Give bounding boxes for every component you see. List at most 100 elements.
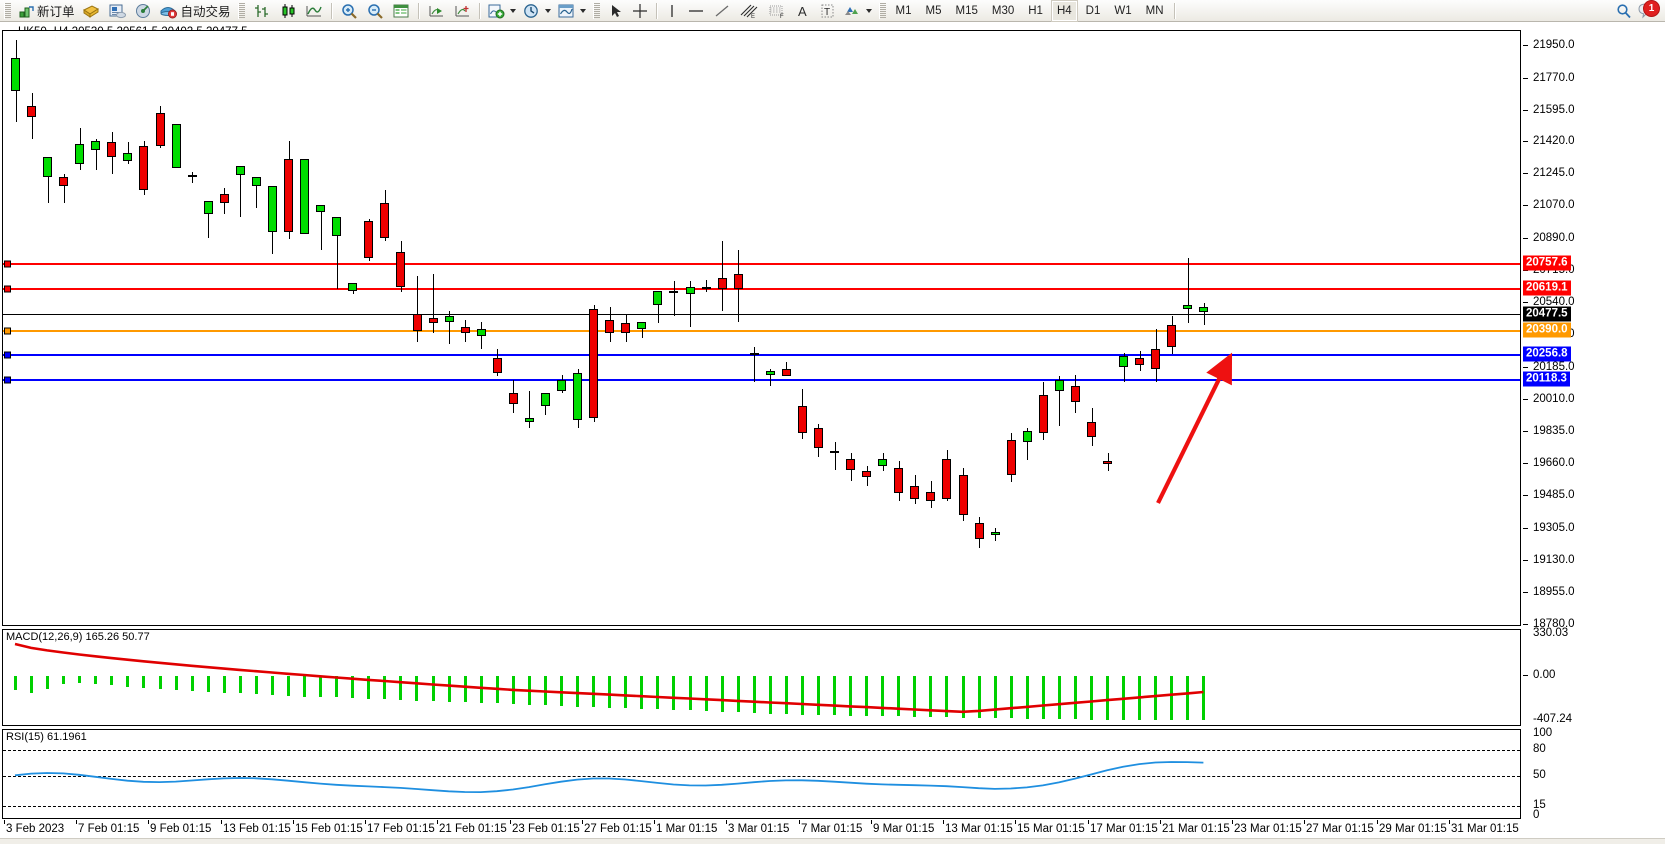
toolbar-grip-2[interactable] bbox=[237, 2, 245, 19]
templates-button[interactable] bbox=[554, 1, 589, 21]
timeframe-h1[interactable]: H1 bbox=[1028, 4, 1043, 17]
candle-body bbox=[171, 124, 181, 169]
macd-histogram-bar bbox=[721, 676, 724, 712]
zoom-in-button[interactable] bbox=[336, 1, 362, 21]
chart-shift-button[interactable] bbox=[449, 1, 475, 21]
price-pane[interactable] bbox=[2, 30, 1521, 626]
candle-body bbox=[926, 491, 936, 501]
macd-histogram-bar bbox=[1186, 676, 1189, 720]
signals-button[interactable] bbox=[130, 1, 156, 21]
news-button[interactable] bbox=[104, 1, 130, 21]
price-scale[interactable]: 21950.0 21770.0 21595.0 21420.0 21245.0 21070… bbox=[1521, 30, 1663, 821]
search-button[interactable] bbox=[1611, 1, 1637, 21]
timeframe-m1[interactable]: M1 bbox=[895, 4, 912, 17]
candle-body bbox=[814, 427, 823, 448]
toolbar-grip-4[interactable] bbox=[878, 2, 886, 19]
rsi-guide-15 bbox=[3, 806, 1520, 807]
toolbar-grip[interactable] bbox=[4, 2, 11, 19]
timeframe-w1[interactable]: W1 bbox=[1114, 4, 1132, 17]
bullish-arrow-annotation bbox=[1156, 352, 1233, 504]
macd-axis-min: -407.24 bbox=[1533, 713, 1573, 725]
candle-wick bbox=[770, 369, 771, 386]
crosshair-button[interactable] bbox=[628, 1, 652, 21]
level-line-support-lower[interactable] bbox=[3, 379, 1520, 382]
equidistant-channel-button[interactable]: E bbox=[735, 1, 763, 21]
indicator-dropdown-caret[interactable] bbox=[509, 8, 516, 13]
time-tick bbox=[221, 820, 222, 824]
horizontal-line-icon bbox=[688, 9, 703, 12]
candle-body bbox=[1199, 306, 1209, 313]
fibonacci-button[interactable]: F bbox=[763, 1, 791, 21]
macd-histogram-bar bbox=[432, 676, 435, 702]
price-tick-label: 20010.0 bbox=[1533, 393, 1575, 406]
text-button[interactable]: A bbox=[791, 1, 815, 21]
macd-histogram-bar bbox=[415, 676, 418, 701]
candle-body bbox=[942, 458, 952, 499]
data-window-button[interactable] bbox=[388, 1, 414, 21]
news-icon bbox=[109, 4, 126, 18]
macd-histogram-bar bbox=[383, 676, 386, 700]
wallet-button[interactable] bbox=[78, 1, 104, 21]
macd-histogram-bar bbox=[560, 676, 563, 706]
timeframe-m5[interactable]: M5 bbox=[925, 4, 942, 17]
chart-window[interactable]: HK50-,H4 20530.5 20561.5 20402.5 20477.5… bbox=[0, 22, 1665, 843]
new-order-button[interactable]: 新订单 bbox=[15, 1, 78, 21]
timeframe-m30[interactable]: M30 bbox=[991, 4, 1015, 17]
macd-histogram-bar bbox=[1026, 676, 1029, 719]
auto-scroll-button[interactable] bbox=[423, 1, 449, 21]
timeframe-d1[interactable]: D1 bbox=[1085, 4, 1101, 17]
time-scale[interactable]: 3 Feb 2023 7 Feb 01:15 9 Feb 01:15 13 Feb 0… bbox=[2, 820, 1521, 842]
add-indicator-button[interactable] bbox=[484, 1, 519, 21]
level-line-support-upper[interactable] bbox=[3, 354, 1520, 357]
candle-body bbox=[1054, 380, 1064, 392]
svg-text:T: T bbox=[824, 7, 830, 18]
price-tick bbox=[1523, 270, 1528, 272]
templates-dropdown-caret[interactable] bbox=[579, 8, 586, 13]
zoom-out-button[interactable] bbox=[362, 1, 388, 21]
time-tick-label: 7 Feb 01:15 bbox=[78, 823, 140, 835]
timeframe-mn[interactable]: MN bbox=[1145, 4, 1164, 17]
level-line-resistance-lower[interactable] bbox=[3, 287, 1520, 290]
vertical-line-button[interactable] bbox=[661, 1, 683, 21]
macd-histogram-bar bbox=[1058, 676, 1061, 720]
time-tick-label: 3 Mar 01:15 bbox=[728, 823, 790, 835]
candle-body bbox=[284, 158, 294, 233]
macd-histogram-bar bbox=[817, 676, 820, 716]
line-chart-button[interactable] bbox=[301, 1, 327, 21]
time-tick-label: 27 Mar 01:15 bbox=[1306, 823, 1374, 835]
price-tag-20477.5[interactable]: 20477.5 bbox=[1523, 306, 1571, 322]
text-label-button[interactable]: T bbox=[815, 1, 840, 21]
autotrading-button[interactable]: 自动交易 bbox=[156, 1, 234, 21]
price-tick bbox=[1523, 109, 1528, 111]
level-line-last-price[interactable] bbox=[3, 313, 1520, 315]
price-tag-20118.3[interactable]: 20118.3 bbox=[1523, 371, 1570, 387]
macd-pane[interactable]: MACD(12,26,9) 165.26 50.77 bbox=[2, 629, 1521, 726]
price-tick-label: 20185.0 bbox=[1533, 361, 1575, 374]
shapes-button[interactable] bbox=[840, 1, 875, 21]
rsi-pane[interactable]: RSI(15) 61.1961 bbox=[2, 729, 1521, 819]
price-tag-20390.0[interactable]: 20390.0 bbox=[1523, 322, 1571, 338]
toolbar-grip-3[interactable] bbox=[592, 2, 600, 19]
notifications-button[interactable]: 1 bbox=[1637, 0, 1660, 20]
level-line-mid-level[interactable] bbox=[3, 329, 1520, 332]
trendline-button[interactable] bbox=[709, 1, 735, 21]
level-line-resistance-upper[interactable] bbox=[3, 262, 1520, 265]
level-handle-support-upper[interactable] bbox=[4, 351, 11, 359]
timeframe-h4[interactable]: H4 bbox=[1050, 0, 1078, 22]
price-tag-20619.1[interactable]: 20619.1 bbox=[1523, 280, 1571, 296]
level-handle-resistance-lower[interactable] bbox=[4, 285, 11, 293]
shapes-dropdown-caret[interactable] bbox=[865, 8, 872, 13]
price-tag-20256.8[interactable]: 20256.8 bbox=[1523, 346, 1571, 362]
price-tag-20757.6[interactable]: 20757.6 bbox=[1523, 255, 1571, 271]
period-button[interactable] bbox=[519, 1, 554, 21]
candlestick-chart-button[interactable] bbox=[275, 1, 301, 21]
timeframe-m15[interactable]: M15 bbox=[955, 4, 978, 17]
cursor-button[interactable] bbox=[604, 1, 628, 21]
period-dropdown-caret[interactable] bbox=[544, 8, 551, 13]
bar-chart-button[interactable] bbox=[249, 1, 275, 21]
level-handle-support-lower[interactable] bbox=[4, 376, 11, 384]
level-handle-resistance-upper[interactable] bbox=[4, 260, 11, 268]
horizontal-line-button[interactable] bbox=[683, 1, 709, 21]
level-handle-mid-level[interactable] bbox=[4, 327, 11, 335]
candle-wick bbox=[64, 173, 65, 203]
